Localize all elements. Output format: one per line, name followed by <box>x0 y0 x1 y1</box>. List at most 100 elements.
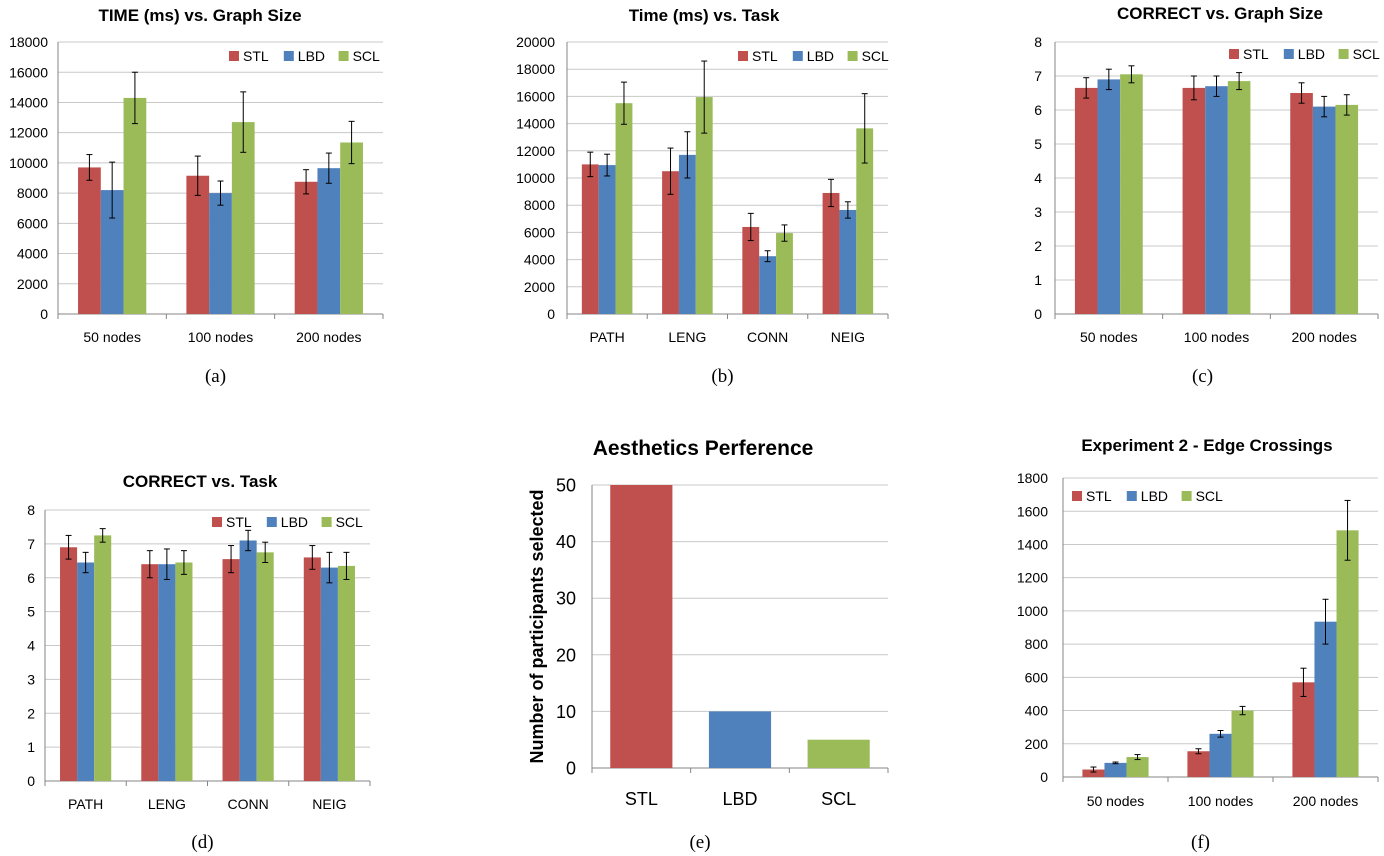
error-bar <box>82 551 89 574</box>
legend: STL LBD SCL <box>229 48 380 64</box>
y-tick-label: 14000 <box>516 116 555 132</box>
y-tick-label: 30 <box>556 589 576 609</box>
y-tick-label: 600 <box>1025 669 1049 685</box>
error-bar <box>587 151 594 178</box>
x-tick-label: STL <box>625 789 658 809</box>
error-bar <box>1239 705 1246 716</box>
error-bar <box>667 147 674 195</box>
error-bar <box>228 545 235 574</box>
bar-scl <box>256 552 274 781</box>
y-tick-label: 4 <box>1034 170 1042 186</box>
bar-lbd <box>1104 762 1127 777</box>
legend-label: LBD <box>281 514 308 530</box>
y-tick-label: 0 <box>1034 306 1042 322</box>
y-tick-label: 8 <box>27 502 35 518</box>
legend-label: SCL <box>1196 488 1223 504</box>
y-tick-label: 1 <box>27 739 35 755</box>
legend-label: LBD <box>1141 488 1168 504</box>
bar-stl <box>742 226 760 314</box>
chart-3: 0 1 2 3 4 5 6 7 8 50 nodes 100 nodes 200 nodes STL LB… <box>1034 4 1380 387</box>
bar-scl <box>231 122 255 314</box>
y-tick-label: 200 <box>1025 736 1049 752</box>
error-bar <box>764 250 771 263</box>
legend-swatch <box>847 51 858 61</box>
bar-lbd <box>1314 621 1337 777</box>
error-bar <box>1134 754 1141 761</box>
bar-stl <box>581 164 599 314</box>
error-bar <box>245 529 252 552</box>
bar-scl <box>807 739 870 768</box>
y-tick-label: 20000 <box>516 34 555 50</box>
error-bar <box>163 548 170 580</box>
error-bar <box>701 60 708 134</box>
y-tick-label: 4000 <box>524 252 555 268</box>
legend-swatch <box>321 517 332 527</box>
bar-stl <box>1082 769 1105 777</box>
error-bar <box>217 180 224 206</box>
y-tick-label: 0 <box>40 306 48 322</box>
bar-scl <box>1126 757 1149 777</box>
legend-label: STL <box>226 514 252 530</box>
x-tick-label: 100 nodes <box>1188 793 1253 809</box>
subfigure-caption: (e) <box>689 832 710 853</box>
error-bar <box>262 541 269 564</box>
x-tick-label: PATH <box>68 796 103 812</box>
legend-label: STL <box>752 48 778 64</box>
legend-swatch <box>738 51 748 61</box>
y-tick-label: 14000 <box>9 94 48 110</box>
y-tick-label: 2000 <box>17 276 48 292</box>
error-bar <box>1298 82 1305 104</box>
x-tick-label: NEIG <box>312 796 346 812</box>
legend-swatch <box>338 51 349 61</box>
x-tick-label: LENG <box>668 329 706 345</box>
x-tick-label: 200 nodes <box>296 329 361 345</box>
y-tick-label: 4 <box>27 638 35 654</box>
y-tick-label: 12000 <box>9 125 48 141</box>
legend-label: SCL <box>353 48 380 64</box>
chart-2: 0 2000 4000 6000 8000 10000 12000 14000 16000 180… <box>516 6 889 387</box>
legend-swatch <box>229 51 239 61</box>
error-bar <box>1083 77 1090 99</box>
legend-swatch <box>266 517 277 527</box>
bar-scl <box>94 535 112 781</box>
error-bar <box>1213 75 1220 97</box>
legend-label: STL <box>1086 488 1112 504</box>
error-bar <box>1105 68 1112 91</box>
legend-swatch <box>792 51 803 61</box>
legend-label: SCL <box>336 514 363 530</box>
y-tick-label: 5 <box>1034 136 1042 152</box>
bar-scl <box>1120 74 1143 314</box>
error-bar <box>65 534 72 560</box>
bar-lbd <box>1209 733 1232 777</box>
bar-stl <box>1182 87 1206 315</box>
bar-scl <box>337 565 355 781</box>
y-tick-label: 1200 <box>1017 570 1048 586</box>
y-tick-label: 0 <box>27 773 35 789</box>
bar-stl <box>78 167 101 314</box>
legend: STL LBD SCL <box>1229 46 1380 62</box>
chart-title: Experiment 2 - Edge Crossings <box>1081 436 1332 455</box>
y-tick-label: 5 <box>27 604 35 620</box>
y-tick-label: 0 <box>1040 769 1048 785</box>
x-tick-label: 50 nodes <box>1080 329 1138 345</box>
error-bar <box>844 201 851 219</box>
legend-swatch <box>212 517 222 527</box>
bar-scl <box>175 562 193 781</box>
legend: STL LBD SCL <box>212 514 363 530</box>
chart-5: 0 10 20 30 40 50 STL LBD SCL Number of participan… <box>527 437 889 853</box>
y-tick-label: 800 <box>1025 636 1049 652</box>
subfigure-caption: (b) <box>711 366 733 387</box>
y-tick-label: 1 <box>1034 272 1042 288</box>
error-bar <box>194 155 201 196</box>
y-tick-label: 6000 <box>17 215 48 231</box>
y-tick-label: 10000 <box>516 170 555 186</box>
x-tick-label: 100 nodes <box>188 329 253 345</box>
y-tick-label: 2 <box>1034 238 1042 254</box>
bar-scl <box>1335 104 1359 315</box>
legend-swatch <box>1181 491 1192 501</box>
x-tick-label: CONN <box>228 796 269 812</box>
chart-4: 0 1 2 3 4 5 6 7 8 PATH LENG CONN NEIG STL LBD SCL CORREC… <box>27 472 371 853</box>
chart-title: Aesthetics Perference <box>593 437 814 460</box>
bar-lbd <box>1312 106 1336 314</box>
bar-lbd <box>320 567 338 781</box>
